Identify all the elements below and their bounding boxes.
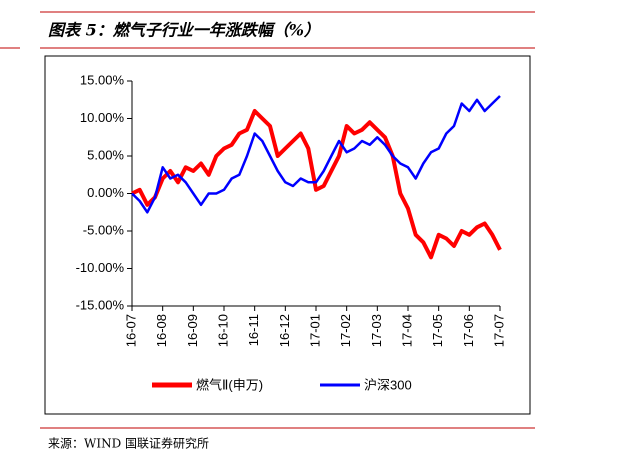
x-tick-label: 16-12 bbox=[277, 314, 292, 347]
x-tick-label: 16-08 bbox=[154, 314, 169, 347]
legend-label: 沪深300 bbox=[364, 377, 412, 392]
x-tick-label: 16-09 bbox=[185, 314, 200, 347]
x-tick-label: 17-01 bbox=[307, 314, 322, 347]
x-tick-label: 17-05 bbox=[430, 314, 445, 347]
y-tick-label: -10.00% bbox=[76, 260, 125, 275]
y-tick-label: 15.00% bbox=[80, 72, 125, 87]
x-tick-label: 16-07 bbox=[123, 314, 138, 347]
x-tick-label: 17-07 bbox=[491, 314, 506, 347]
y-tick-label: 0.00% bbox=[87, 185, 124, 200]
x-tick-label: 16-11 bbox=[246, 314, 261, 346]
series-line bbox=[131, 109, 502, 260]
x-tick-label: 16-10 bbox=[215, 314, 230, 347]
chart-frame bbox=[44, 55, 531, 415]
x-tick-label: 17-04 bbox=[399, 314, 414, 347]
x-tick-label: 17-02 bbox=[338, 314, 353, 347]
series-line bbox=[131, 95, 501, 214]
plot: 15.00% 10.00% 5.00% 0.00% -5.00% -10.00% -15.0… bbox=[76, 72, 507, 392]
y-tick-label: 5.00% bbox=[87, 147, 124, 162]
x-tick-label: 17-06 bbox=[461, 314, 476, 347]
legend-label: 燃气Ⅱ(申万) bbox=[196, 377, 263, 392]
y-tick-label: -15.00% bbox=[76, 297, 125, 312]
figure-title: 图表 5：燃气子行业一年涨跌幅（%） bbox=[48, 21, 320, 40]
y-tick-label: 10.00% bbox=[80, 110, 125, 125]
x-tick-label: 17-03 bbox=[369, 314, 384, 347]
source: 来源：WIND 国联证券研究所 bbox=[48, 436, 209, 451]
y-tick-label: -5.00% bbox=[83, 222, 125, 237]
